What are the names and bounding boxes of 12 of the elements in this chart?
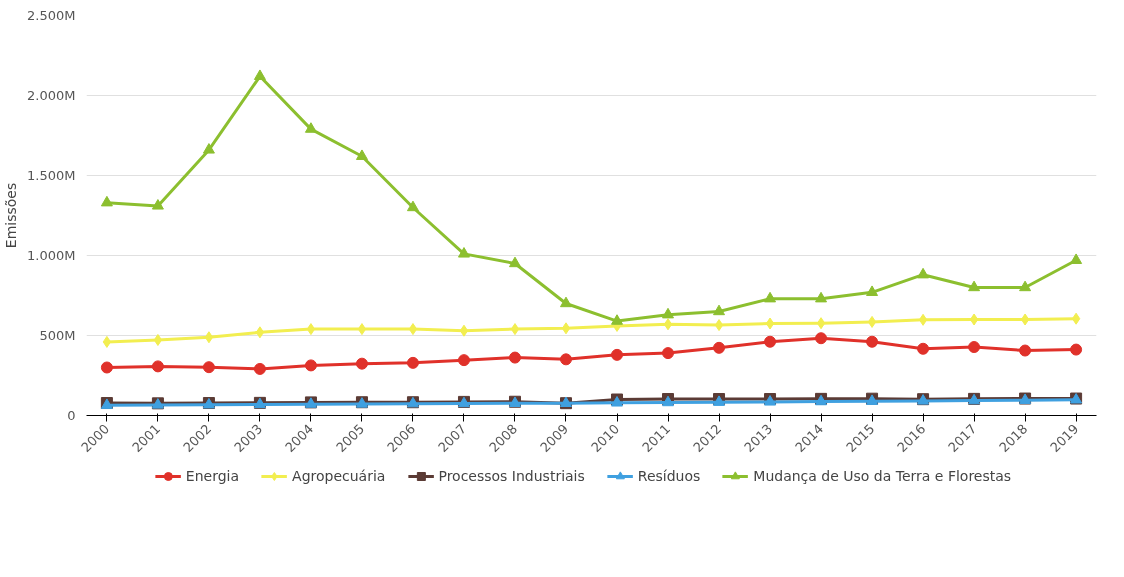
y-tick-label: 1.000M [27,248,76,263]
y-tick-label: 2.000M [27,88,76,103]
y-tick-label: 2.500M [27,8,76,23]
y-tick-label: 0 [67,408,76,423]
y-tick-label: 500M [39,328,76,343]
legend-label: Energia [185,468,240,484]
legend-label: Processos Industriais [438,468,585,484]
legend-label: Mudança de Uso da Terra e Florestas [753,468,1012,484]
y-axis-title: Emissões [3,182,20,249]
legend-label: Resíduos [637,468,701,484]
legend-label: Agropecuária [292,468,386,484]
y-tick-label: 1.500M [27,168,76,183]
